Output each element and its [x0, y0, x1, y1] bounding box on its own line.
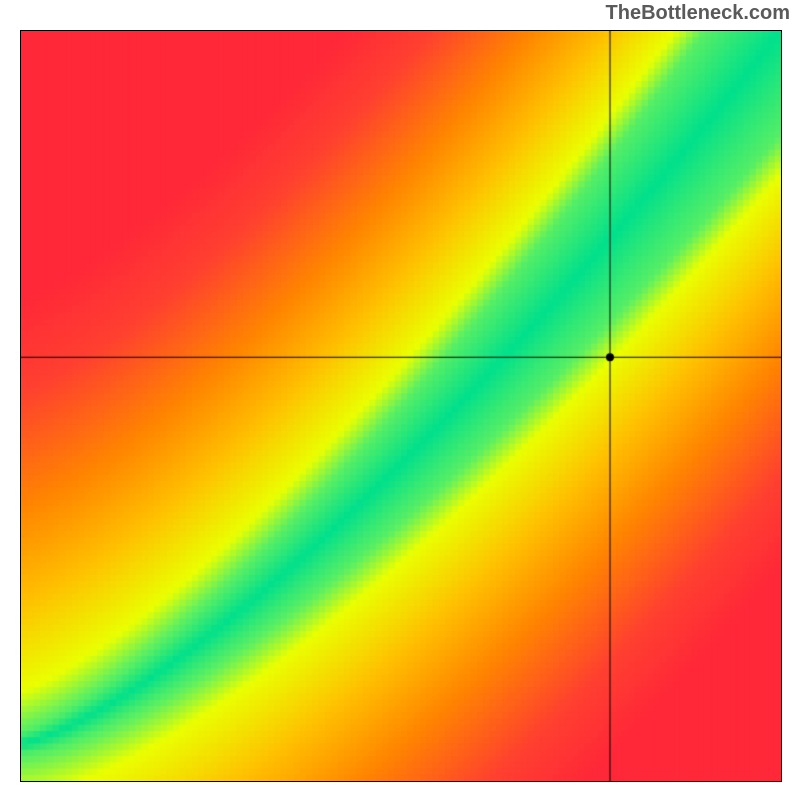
heatmap-canvas [21, 31, 781, 781]
chart-container: TheBottleneck.com [0, 0, 800, 800]
attribution-text: TheBottleneck.com [606, 2, 790, 25]
bottleneck-heatmap [20, 30, 782, 782]
